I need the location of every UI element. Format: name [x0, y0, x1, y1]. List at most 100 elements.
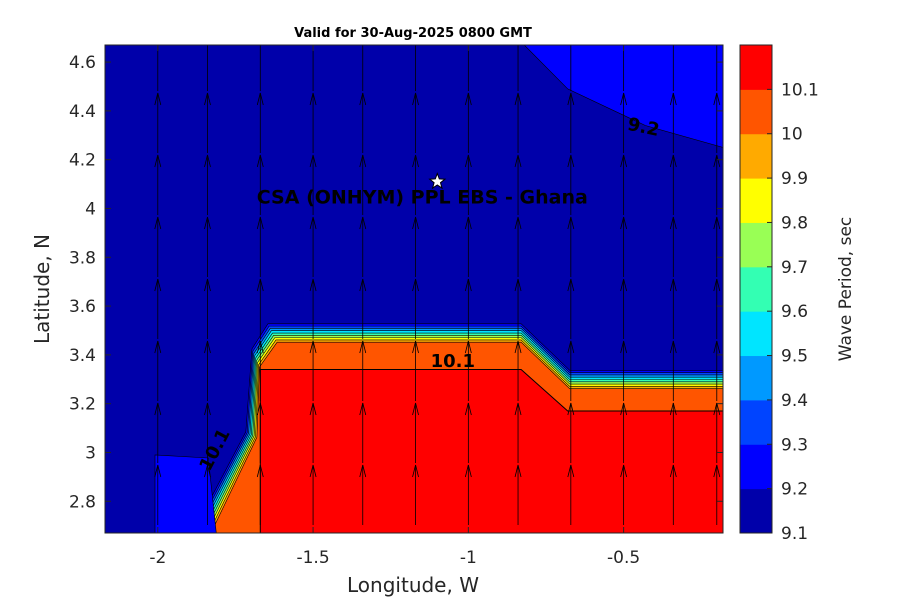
- wave-vector-arrow: [514, 278, 522, 339]
- arrow-head: [256, 216, 264, 230]
- arrow-head: [713, 216, 721, 230]
- arrow-head: [155, 31, 161, 43]
- arrow-head: [256, 402, 264, 416]
- wave-vector-arrow: [713, 402, 721, 463]
- arrow-head: [309, 92, 317, 106]
- arrow-head: [567, 154, 575, 168]
- arrow-head: [309, 402, 317, 416]
- wave-vector-arrow: [204, 402, 211, 463]
- wave-vector-arrow: [713, 340, 721, 401]
- wave-vector-arrow: [155, 31, 161, 91]
- colorbar-swatch-9.7: [740, 222, 772, 268]
- y-tick-label: 3.4: [69, 346, 96, 366]
- arrow-head: [620, 402, 628, 416]
- arrow-head: [412, 340, 419, 354]
- arrow-head: [412, 402, 419, 416]
- y-tick-label: 4.4: [69, 102, 96, 122]
- wave-vector-arrow: [309, 216, 317, 277]
- wave-vector-arrow: [570, 45, 572, 91]
- arrow-head: [154, 154, 162, 168]
- wave-vector-arrow: [713, 216, 721, 277]
- arrow-head: [669, 92, 677, 106]
- arrow-head: [257, 31, 263, 43]
- arrow-head: [514, 154, 522, 168]
- contour-label: 10.1: [431, 351, 475, 372]
- arrow-head: [359, 154, 367, 168]
- x-tick-label: -0.5: [607, 548, 640, 568]
- wave-vector-arrow: [620, 216, 628, 277]
- arrow-head: [620, 340, 628, 354]
- wave-vector-arrow: [256, 216, 264, 277]
- wave-vector-arrow: [154, 92, 162, 153]
- y-tick-label: 4.6: [69, 53, 96, 73]
- wave-vector-arrow: [204, 216, 211, 277]
- wave-vector-arrow: [567, 92, 575, 153]
- chart-title: Valid for 30-Aug-2025 0800 GMT: [294, 26, 532, 41]
- wave-vector-arrow: [257, 31, 263, 91]
- arrow-head: [669, 216, 677, 230]
- wave-vector-arrow: [359, 464, 367, 525]
- wave-vector-arrow: [154, 464, 162, 525]
- wave-vector-arrow: [359, 402, 367, 463]
- wave-vector-arrow: [154, 278, 162, 339]
- colorbar-label: Wave Period, sec: [836, 217, 856, 362]
- colorbar-swatch-9.9: [740, 133, 772, 179]
- wave-vector-arrow: [567, 340, 575, 401]
- wave-vector-arrow: [669, 154, 677, 215]
- arrow-head: [154, 340, 162, 354]
- arrow-head: [359, 464, 367, 478]
- arrow-head: [412, 278, 419, 292]
- colorbar-tick-label: 9.4: [781, 391, 808, 411]
- wave-vector-arrow: [204, 340, 211, 401]
- arrow-head: [514, 92, 522, 106]
- colorbar-swatch-9.5: [740, 311, 772, 357]
- wave-vector-arrow: [464, 154, 472, 215]
- wave-vector-arrow: [620, 278, 628, 339]
- wave-vector-arrow: [154, 340, 162, 401]
- arrow-head: [309, 278, 317, 292]
- arrow-head: [464, 464, 472, 478]
- wave-vector-arrow: [415, 45, 416, 91]
- wave-vector-arrow: [207, 45, 208, 91]
- wave-vector-arrow: [567, 216, 575, 277]
- arrow-head: [620, 216, 628, 230]
- arrow-head: [309, 464, 317, 478]
- wave-vector-arrow: [713, 154, 721, 215]
- colorbar-swatch-9.8: [740, 178, 772, 223]
- arrow-head: [204, 340, 211, 354]
- colorbar-tick-label: 9.9: [781, 169, 808, 189]
- arrow-head: [309, 154, 317, 168]
- y-tick-label: 2.8: [69, 492, 96, 512]
- colorbar: 9.1 9.2 9.3 9.4 9.5 9.6 9.7 9.8 9.9 10 10.1: [739, 44, 819, 544]
- wave-vector-arrow: [312, 45, 314, 91]
- arrow-head: [154, 464, 162, 478]
- colorbar-tick-label: 10: [781, 125, 803, 145]
- arrow-head: [620, 92, 628, 106]
- arrow-head: [204, 154, 211, 168]
- arrow-head: [713, 340, 721, 354]
- wave-vector-arrow: [713, 92, 721, 153]
- wave-vector-arrow: [464, 278, 472, 339]
- y-tick-label: 3.8: [69, 248, 96, 268]
- arrow-head: [154, 278, 162, 292]
- colorbar-swatch-10.1: [740, 45, 772, 90]
- wave-vector-arrow: [359, 278, 367, 339]
- wave-vector-arrow: [359, 340, 367, 401]
- colorbar-tick-label: 9.3: [781, 435, 808, 455]
- wave-vector-arrow: [256, 464, 264, 525]
- x-axis: -2 -1.5 -1 -0.5: [149, 45, 640, 568]
- wave-vector-arrow: [412, 278, 419, 339]
- wave-vector-arrow: [620, 154, 628, 215]
- arrow-head: [464, 278, 472, 292]
- plot-frame: [104, 44, 724, 534]
- wave-vector-arrow: [154, 154, 162, 215]
- wave-vector-arrow: [256, 402, 264, 463]
- location-star-icon: [428, 172, 447, 190]
- y-tick-label: 3.2: [69, 395, 96, 415]
- wave-vector-arrow: [309, 464, 317, 525]
- arrow-head: [514, 278, 522, 292]
- colorbar-swatch-9.6: [740, 266, 772, 312]
- wave-vector-arrow: [567, 402, 575, 463]
- x-tick-label: -1.5: [296, 548, 329, 568]
- arrow-head: [359, 278, 367, 292]
